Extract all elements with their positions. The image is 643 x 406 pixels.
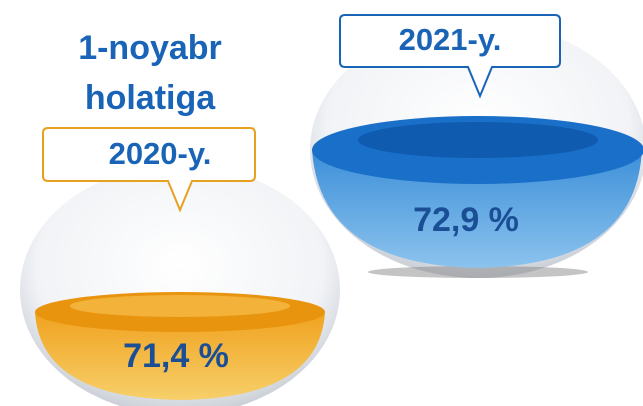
title-line: holatiga [85,79,216,117]
percent-value: 72,9 % [413,201,519,239]
year-label: 2020-y. [109,136,212,171]
year-label: 2021-y. [399,22,502,57]
title-line: 1-noyabr [78,29,222,67]
percent-value: 71,4 % [123,337,229,375]
infographic: 2021-y. 2020-y. 1-noyabr holatiga 72,9 %… [0,0,643,406]
page: 2021-y. 2020-y. 1-noyabr holatiga 72,9 %… [0,0,643,406]
